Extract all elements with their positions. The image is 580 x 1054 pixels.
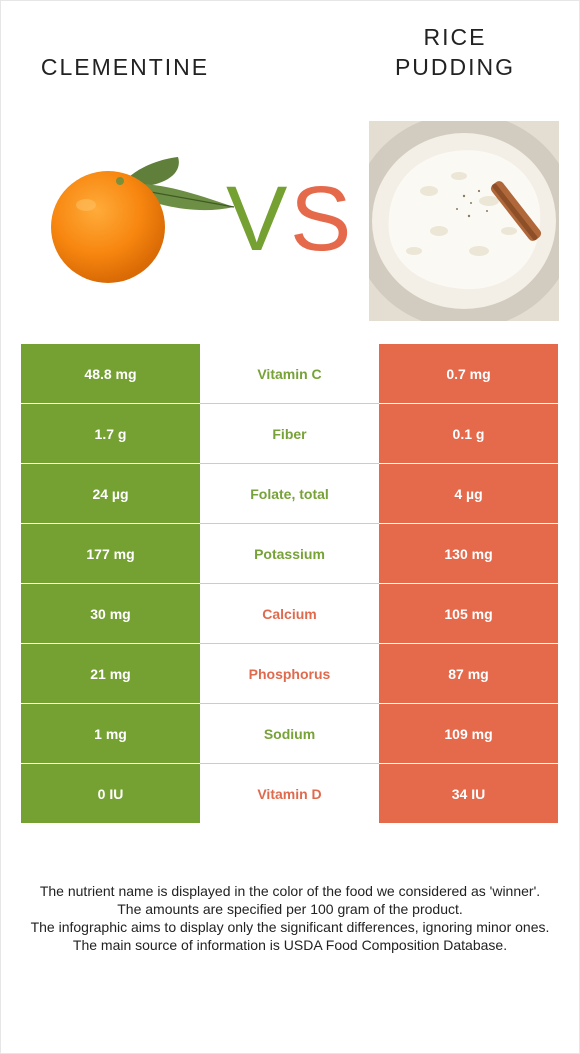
rice-pudding-image — [369, 121, 559, 321]
footnote-line3: The infographic aims to display only the… — [30, 919, 550, 935]
footnote-line4: The main source of information is USDA F… — [72, 937, 508, 953]
nutrient-name-cell: Potassium — [200, 524, 379, 583]
table-row: 1 mg Sodium 109 mg — [21, 704, 558, 764]
right-value-cell: 105 mg — [379, 584, 558, 644]
right-value-cell: 34 IU — [379, 764, 558, 824]
right-food-name-line1: RICE — [423, 24, 487, 50]
nutrient-name-cell: Vitamin C — [200, 344, 379, 403]
table-row: 0 IU Vitamin D 34 IU — [21, 764, 558, 824]
left-value-cell: 1.7 g — [21, 404, 200, 464]
comparison-table: 48.8 mg Vitamin C 0.7 mg 1.7 g Fiber 0.1 g 24 … — [21, 344, 558, 824]
vs-logo: V S — [226, 170, 351, 260]
left-value-cell: 0 IU — [21, 764, 200, 824]
right-value-cell: 109 mg — [379, 704, 558, 764]
left-food-name: CLEMENTINE — [40, 54, 210, 80]
nutrient-name-cell: Folate, total — [200, 464, 379, 523]
right-value-cell: 4 µg — [379, 464, 558, 524]
left-value-cell: 30 mg — [21, 584, 200, 644]
right-food-name-line2: PUDDING — [394, 54, 516, 80]
right-value-cell: 0.7 mg — [379, 344, 558, 404]
left-value-cell: 48.8 mg — [21, 344, 200, 404]
right-food-title: RICE PUDDING — [360, 22, 550, 82]
table-row: 177 mg Potassium 130 mg — [21, 524, 558, 584]
clementine-image — [51, 157, 235, 283]
nutrient-name-cell: Calcium — [200, 584, 379, 643]
nutrient-name-cell: Sodium — [200, 704, 379, 763]
left-value-cell: 177 mg — [21, 524, 200, 584]
nutrient-name-cell: Vitamin D — [200, 764, 379, 823]
left-value-cell: 1 mg — [21, 704, 200, 764]
nutrient-name-cell: Phosphorus — [200, 644, 379, 703]
right-value-cell: 0.1 g — [379, 404, 558, 464]
nutrient-name-cell: Fiber — [200, 404, 379, 463]
left-food-title: CLEMENTINE — [20, 52, 230, 82]
right-value-cell: 130 mg — [379, 524, 558, 584]
table-row: 21 mg Phosphorus 87 mg — [21, 644, 558, 704]
footnote-line1: The nutrient name is displayed in the co… — [39, 883, 541, 899]
table-row: 30 mg Calcium 105 mg — [21, 584, 558, 644]
table-row: 1.7 g Fiber 0.1 g — [21, 404, 558, 464]
left-value-cell: 21 mg — [21, 644, 200, 704]
vs-v-letter: V — [226, 170, 287, 260]
table-row: 24 µg Folate, total 4 µg — [21, 464, 558, 524]
footnote: The nutrient name is displayed in the co… — [20, 882, 560, 954]
right-value-cell: 87 mg — [379, 644, 558, 704]
footnote-line2: The amounts are specified per 100 gram o… — [117, 901, 463, 917]
table-row: 48.8 mg Vitamin C 0.7 mg — [21, 344, 558, 404]
vs-s-letter: S — [290, 170, 351, 260]
left-value-cell: 24 µg — [21, 464, 200, 524]
